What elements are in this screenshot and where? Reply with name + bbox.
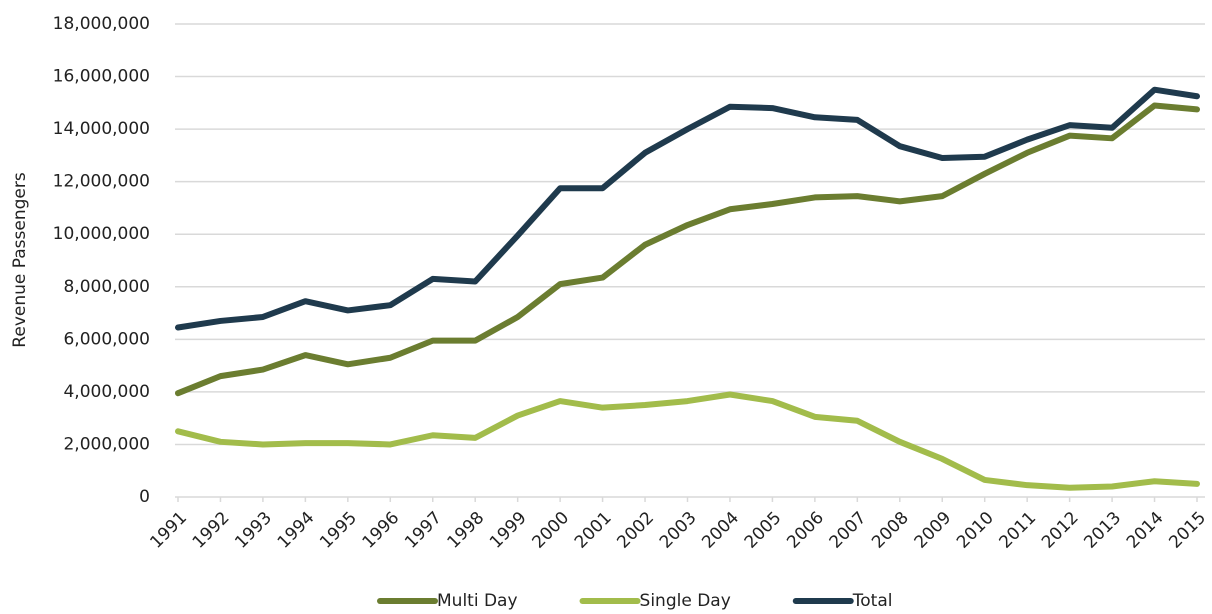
x-tick-label: 2013 bbox=[1080, 508, 1125, 553]
x-tick-label: 1993 bbox=[231, 508, 276, 553]
series-line bbox=[175, 102, 1200, 397]
y-tick-label: 10,000,000 bbox=[53, 224, 150, 244]
x-tick-label: 1991 bbox=[146, 508, 191, 553]
series-line bbox=[175, 86, 1200, 331]
x-tick-label: 2012 bbox=[1038, 508, 1083, 553]
legend-label: Single Day bbox=[640, 591, 731, 611]
series-line bbox=[175, 391, 1200, 491]
x-tick-label: 2004 bbox=[698, 508, 743, 553]
y-tick-label: 16,000,000 bbox=[53, 67, 150, 87]
x-tick-label: 1995 bbox=[316, 508, 361, 553]
x-tick-label: 2011 bbox=[996, 508, 1041, 553]
x-tick-label: 1994 bbox=[274, 508, 319, 553]
x-tick-label: 2010 bbox=[953, 508, 998, 553]
x-tick-label: 1996 bbox=[359, 508, 404, 553]
x-tick-label: 1999 bbox=[486, 508, 531, 553]
y-tick-label: 2,000,000 bbox=[63, 434, 150, 454]
x-tick-label: 1998 bbox=[444, 508, 489, 553]
y-tick-label: 14,000,000 bbox=[53, 119, 150, 139]
x-tick-label: 2015 bbox=[1165, 508, 1210, 553]
y-tick-label: 12,000,000 bbox=[53, 172, 150, 192]
x-tick-label: 2005 bbox=[741, 508, 786, 553]
y-tick-label: 4,000,000 bbox=[63, 382, 150, 402]
x-tick-label: 2006 bbox=[783, 508, 828, 553]
x-tick-label: 2014 bbox=[1123, 508, 1168, 553]
x-tick-label: 2009 bbox=[911, 508, 956, 553]
x-tick-label: 2001 bbox=[571, 508, 616, 553]
x-tick-label: 2002 bbox=[613, 508, 658, 553]
legend-label: Multi Day bbox=[437, 591, 518, 611]
x-tick-label: 1997 bbox=[401, 508, 446, 553]
y-axis-label: Revenue Passengers bbox=[10, 172, 30, 348]
x-tick-label: 1992 bbox=[189, 508, 234, 553]
y-tick-label: 18,000,000 bbox=[53, 14, 150, 34]
x-tick-label: 2000 bbox=[528, 508, 573, 553]
y-tick-label: 6,000,000 bbox=[63, 329, 150, 349]
x-tick-label: 2007 bbox=[826, 508, 871, 553]
y-tick-label: 8,000,000 bbox=[63, 277, 150, 297]
legend-label: Total bbox=[852, 591, 893, 611]
x-tick-label: 2003 bbox=[656, 508, 701, 553]
x-tick-label: 2008 bbox=[868, 508, 913, 553]
y-tick-label: 0 bbox=[139, 487, 150, 507]
